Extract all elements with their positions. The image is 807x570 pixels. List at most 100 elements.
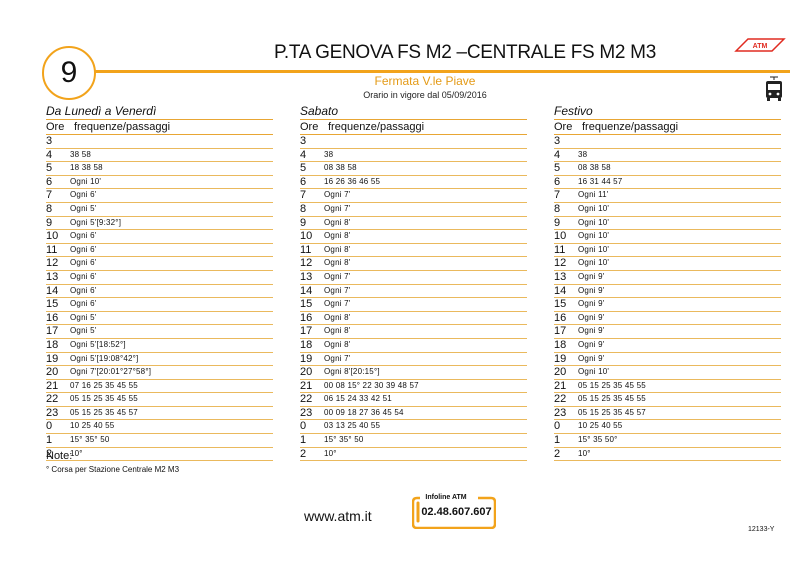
logo-text: ATM: [753, 43, 768, 50]
timetable-row: 21 07 16 25 35 45 55: [46, 380, 273, 394]
times-cell: Ogni 8': [324, 339, 351, 349]
hour-cell: 8: [554, 202, 561, 215]
timetable-row: 11 Ogni 8': [300, 244, 527, 258]
times-cell: Ogni 8': [324, 231, 351, 241]
timetable-row: 13 Ogni 6': [46, 271, 273, 285]
hour-cell: 18: [46, 338, 59, 351]
times-cell: Ogni 5'[9:32°]: [70, 217, 122, 227]
hour-cell: 11: [554, 243, 566, 256]
times-cell: Ogni 9': [578, 285, 605, 295]
hour-cell: 6: [300, 175, 307, 188]
times-cell: 00 09 18 27 36 45 54: [324, 407, 404, 417]
times-cell: Ogni 9': [578, 353, 605, 363]
infoline-number[interactable]: 02.48.607.607: [421, 506, 492, 518]
times-cell: 00 08 15° 22 30 39 48 57: [324, 380, 419, 390]
timetable-row: 0 03 13 25 40 55: [300, 420, 527, 435]
timetable-row: 1 15° 35 50°: [554, 434, 781, 448]
timetable-row: 4 38: [554, 149, 781, 163]
holiday-column: Festivo Ore frequenze/passaggi 3 4 38 5 08 3…: [554, 104, 781, 462]
freq-label: frequenze/passaggi: [328, 121, 425, 133]
times-cell: Ogni 5'[19:08°42°]: [70, 353, 139, 363]
timetable-row: 5 18 38 58: [46, 162, 273, 176]
hour-cell: 14: [46, 284, 59, 297]
hour-cell: 17: [46, 325, 59, 338]
ore-label: Ore: [554, 121, 573, 133]
hour-cell: 12: [300, 257, 313, 270]
timetable-row: 21 00 08 15° 22 30 39 48 57: [300, 380, 527, 394]
times-cell: 38 58: [70, 149, 92, 159]
hour-cell: 4: [300, 148, 307, 161]
ore-label: Ore: [300, 121, 319, 133]
timetable-row: 17 Ogni 8': [300, 325, 527, 339]
times-cell: Ogni 6': [70, 271, 97, 281]
times-cell: Ogni 7': [324, 353, 351, 363]
header-rule: [94, 70, 790, 73]
timetable-row: 16 Ogni 9': [554, 312, 781, 326]
timetable-row: 19 Ogni 9': [554, 353, 781, 367]
timetable-row: 6 16 31 44 57: [554, 176, 781, 190]
timetable-row: 16 Ogni 5': [46, 312, 273, 326]
column-subheader: Ore frequenze/passaggi: [554, 120, 781, 135]
hour-cell: 16: [300, 311, 313, 324]
hour-cell: 7: [300, 189, 307, 202]
times-cell: 07 16 25 35 45 55: [70, 380, 138, 390]
hour-cell: 2: [554, 447, 561, 460]
timetable-row: 17 Ogni 5': [46, 325, 273, 339]
times-cell: 15° 35° 50: [324, 435, 364, 445]
hour-cell: 2: [300, 447, 307, 460]
line-number-badge: 9: [42, 46, 96, 100]
timetable-row: 4 38 58: [46, 149, 273, 163]
times-cell: Ogni 9': [578, 299, 605, 309]
times-cell: Ogni 8': [324, 312, 351, 322]
times-cell: 15° 35 50°: [578, 435, 618, 445]
times-cell: Ogni 9': [578, 339, 605, 349]
times-cell: Ogni 9': [578, 312, 605, 322]
timetable-row: 1 15° 35° 50: [46, 434, 273, 448]
timetable-row: 18 Ogni 8': [300, 339, 527, 353]
times-cell: Ogni 5': [70, 326, 97, 336]
hour-cell: 19: [300, 352, 313, 365]
timetable-row: 5 08 38 58: [300, 162, 527, 176]
timetable-row: 0 10 25 40 55: [46, 420, 273, 435]
hour-cell: 2: [46, 447, 53, 460]
times-cell: Ogni 7': [324, 271, 351, 281]
hour-cell: 18: [300, 338, 313, 351]
times-cell: Ogni 6': [70, 231, 97, 241]
times-cell: Ogni 7': [324, 190, 351, 200]
timetable-row: 10 Ogni 8': [300, 230, 527, 244]
timetable-row: 13 Ogni 9': [554, 271, 781, 285]
hour-cell: 21: [46, 379, 59, 392]
timetable-row: 3: [554, 135, 781, 149]
website-link[interactable]: www.atm.it: [304, 508, 372, 524]
times-cell: Ogni 10': [578, 258, 610, 268]
timetable-row: 15 Ogni 6': [46, 298, 273, 312]
hour-cell: 9: [554, 216, 561, 229]
timetable-row: 22 05 15 25 35 45 55: [46, 393, 273, 407]
hour-cell: 15: [46, 298, 59, 311]
timetable-row: 1 15° 35° 50: [300, 434, 527, 448]
hour-cell: 20: [300, 366, 313, 379]
hour-cell: 22: [554, 393, 567, 406]
hour-cell: 4: [554, 148, 561, 161]
times-cell: Ogni 6': [70, 299, 97, 309]
infoline-box: [412, 496, 496, 529]
times-cell: 10°: [324, 448, 337, 458]
hour-cell: 0: [46, 420, 53, 433]
hour-cell: 21: [554, 379, 567, 392]
hour-cell: 13: [300, 270, 313, 283]
timetable-row: 12 Ogni 10': [554, 257, 781, 271]
hour-cell: 23: [46, 406, 59, 419]
timetable-row: 20 Ogni 8'[20:15°]: [300, 366, 527, 380]
timetable-row: 12 Ogni 6': [46, 257, 273, 271]
times-cell: 05 15 25 35 45 57: [70, 407, 138, 417]
infoline-label: Infoline ATM: [425, 494, 467, 501]
times-cell: Ogni 7': [324, 203, 351, 213]
hour-cell: 11: [46, 243, 58, 256]
timetable-row: 11 Ogni 6': [46, 244, 273, 258]
hour-cell: 16: [46, 311, 59, 324]
timetable-row: 2 10°: [46, 448, 273, 462]
timetable-row: 7 Ogni 6': [46, 189, 273, 203]
times-cell: 16 31 44 57: [578, 176, 623, 186]
timetable-row: 20 Ogni 10': [554, 366, 781, 380]
notes-title: Note:: [46, 450, 73, 462]
